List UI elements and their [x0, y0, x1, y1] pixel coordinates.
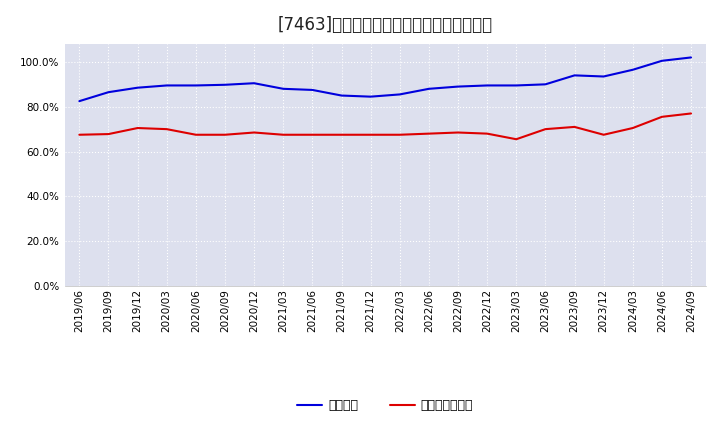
固定長期適合率 — [570, 124, 579, 129]
固定比率 — [687, 55, 696, 60]
固定長期適合率 — [629, 125, 637, 131]
固定比率 — [250, 81, 258, 86]
固定比率 — [163, 83, 171, 88]
Legend: 固定比率, 固定長期適合率: 固定比率, 固定長期適合率 — [292, 394, 478, 417]
固定長期適合率 — [75, 132, 84, 137]
固定比率 — [570, 73, 579, 78]
固定長期適合率 — [220, 132, 229, 137]
固定長期適合率 — [337, 132, 346, 137]
固定比率 — [657, 58, 666, 63]
固定長期適合率 — [279, 132, 287, 137]
固定長期適合率 — [308, 132, 317, 137]
固定長期適合率 — [133, 125, 142, 131]
固定長期適合率 — [512, 136, 521, 142]
固定長期適合率 — [163, 127, 171, 132]
Line: 固定長期適合率: 固定長期適合率 — [79, 114, 691, 139]
固定長期適合率 — [250, 130, 258, 135]
固定長期適合率 — [541, 127, 550, 132]
Line: 固定比率: 固定比率 — [79, 58, 691, 101]
固定比率 — [104, 89, 113, 95]
Title: [7463]　固定比率、固定長期適合率の推移: [7463] 固定比率、固定長期適合率の推移 — [278, 16, 492, 34]
固定比率 — [512, 83, 521, 88]
固定比率 — [483, 83, 492, 88]
固定長期適合率 — [425, 131, 433, 136]
固定比率 — [220, 82, 229, 88]
固定長期適合率 — [395, 132, 404, 137]
固定比率 — [75, 99, 84, 104]
固定長期適合率 — [657, 114, 666, 120]
固定長期適合率 — [454, 130, 462, 135]
固定比率 — [133, 85, 142, 90]
固定比率 — [308, 87, 317, 92]
固定長期適合率 — [483, 131, 492, 136]
固定長期適合率 — [104, 132, 113, 137]
固定比率 — [395, 92, 404, 97]
固定比率 — [425, 86, 433, 92]
固定比率 — [279, 86, 287, 92]
固定長期適合率 — [599, 132, 608, 137]
固定長期適合率 — [192, 132, 200, 137]
固定長期適合率 — [687, 111, 696, 116]
固定長期適合率 — [366, 132, 375, 137]
固定比率 — [541, 82, 550, 87]
固定比率 — [192, 83, 200, 88]
固定比率 — [337, 93, 346, 98]
固定比率 — [454, 84, 462, 89]
固定比率 — [366, 94, 375, 99]
固定比率 — [629, 67, 637, 73]
固定比率 — [599, 74, 608, 79]
